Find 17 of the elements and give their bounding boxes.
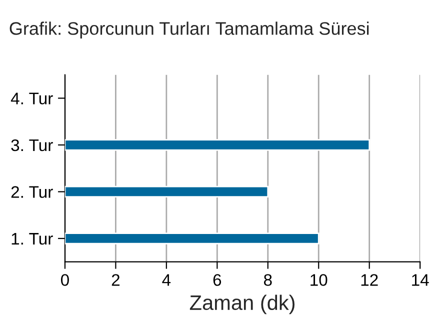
bar <box>64 232 320 244</box>
x-axis-title: Zaman (dk) <box>190 294 294 314</box>
x-tick-label: 4 <box>162 274 171 286</box>
y-tick-label: 4. Tur <box>10 92 53 104</box>
bar <box>64 186 269 198</box>
x-tick-label: 0 <box>60 274 69 286</box>
y-tick-label: 2. Tur <box>11 186 53 198</box>
y-tick-label: 3. Tur <box>11 139 53 152</box>
x-tick-label: 10 <box>310 274 328 286</box>
x-tick-label: 2 <box>112 274 120 286</box>
x-tick-label: 12 <box>361 274 378 286</box>
y-tick-label: 1. Tur <box>12 233 53 245</box>
x-tick-label: 6 <box>213 274 222 286</box>
x-tick-label: 14 <box>412 274 429 286</box>
x-tick-label: 8 <box>264 274 272 286</box>
bar <box>64 139 370 151</box>
chart-title: Grafik: Sporcunun Turları Tamamlama Süresi <box>10 22 369 38</box>
